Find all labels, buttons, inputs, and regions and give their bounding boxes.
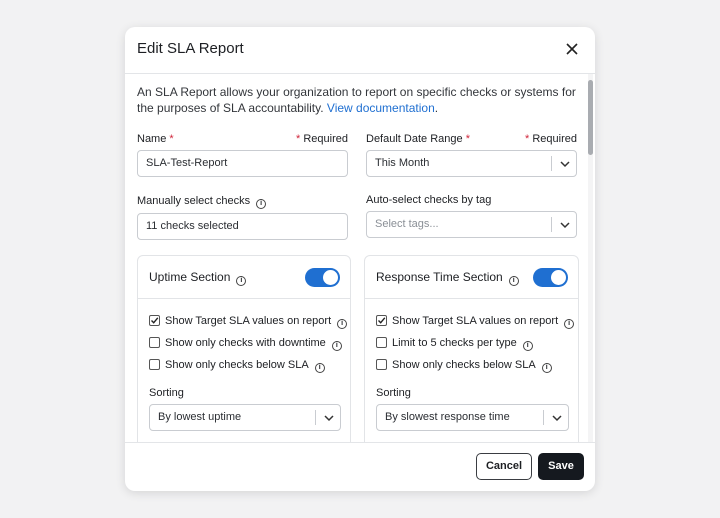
info-icon[interactable]: i: [564, 319, 575, 329]
cancel-button[interactable]: Cancel: [476, 453, 532, 480]
checkbox[interactable]: [376, 315, 387, 326]
option-label: Show only checks below SLA i: [392, 358, 552, 373]
toggle[interactable]: [305, 268, 340, 287]
required-note: * Required: [248, 132, 348, 146]
scrollbar-track: [588, 74, 593, 442]
info-icon[interactable]: i: [314, 363, 325, 373]
label-text: Manually select checks: [137, 195, 251, 207]
toggle-knob: [323, 270, 338, 285]
option-text: Show only checks below SLA: [392, 359, 536, 371]
section-card: Response Time Section i Show Target SLA va…: [364, 255, 579, 442]
info-icon[interactable]: i: [331, 341, 342, 351]
tags-select[interactable]: Select tags...: [366, 211, 577, 238]
option-text: Limit to 5 checks per type: [392, 337, 517, 349]
placeholder: Select tags...: [375, 218, 439, 230]
chevron: [324, 415, 334, 422]
select-divider: [315, 410, 316, 425]
name-input[interactable]: SLA-Test-Report: [137, 150, 348, 177]
header-divider: [125, 73, 595, 74]
dialog-body: An SLA Report allows your organization t…: [125, 74, 595, 442]
section-card: Uptime Section i Show Target SLA values on…: [137, 255, 351, 442]
section-title: Response Time Section i: [376, 269, 519, 286]
date-range-select[interactable]: This Month: [366, 150, 577, 177]
info-icon[interactable]: i: [256, 199, 267, 209]
option-label: Limit to 5 checks per type i: [392, 336, 533, 351]
required-mark: *: [296, 133, 301, 145]
option-text: Show only checks below SLA: [165, 359, 309, 371]
required-mark: *: [465, 133, 470, 145]
required-note: * Required: [477, 132, 577, 146]
close-button[interactable]: [566, 43, 578, 55]
intro-text: An SLA Report allows your organization t…: [137, 85, 576, 115]
field-label: Manually select checks i: [137, 194, 267, 209]
doc-link[interactable]: View documentation: [326, 101, 435, 115]
field-label: Default Date Range *: [366, 132, 470, 146]
dialog-title: Edit SLA Report: [137, 40, 244, 57]
option-label: Show only checks below SLA i: [165, 358, 325, 373]
checkbox[interactable]: [149, 359, 160, 370]
option-label: Show only checks with downtime i: [165, 336, 342, 351]
required-mark: *: [169, 133, 174, 145]
footer-divider: [125, 442, 595, 443]
info-icon[interactable]: i: [508, 276, 519, 286]
checkbox[interactable]: [376, 359, 387, 370]
section-divider: [365, 298, 578, 299]
info-icon[interactable]: i: [236, 276, 247, 286]
option-text: Show only checks with downtime: [165, 337, 326, 349]
info-icon[interactable]: i: [541, 363, 552, 373]
label-text: Default Date Range: [366, 133, 463, 145]
section-divider: [138, 298, 350, 299]
sorting-label: Sorting: [376, 387, 411, 399]
chevron: [560, 161, 570, 168]
chevron: [560, 222, 570, 229]
select-value: By lowest uptime: [158, 411, 242, 423]
required-mark: *: [525, 133, 530, 145]
sorting-select[interactable]: By slowest response time: [376, 404, 569, 431]
checkmark: [378, 317, 386, 324]
toggle[interactable]: [533, 268, 568, 287]
option-text: Show Target SLA values on report: [165, 315, 332, 327]
intro-end: .: [434, 101, 439, 115]
checkbox[interactable]: [376, 337, 387, 348]
sorting-label: Sorting: [149, 387, 184, 399]
scrollbar-thumb[interactable]: [588, 80, 593, 155]
toggle-knob: [551, 270, 566, 285]
intro: An SLA Report allows your organization t…: [137, 84, 585, 116]
checkbox[interactable]: [149, 315, 160, 326]
info-icon[interactable]: i: [337, 319, 348, 329]
option-label: Show Target SLA values on report i: [165, 314, 348, 329]
info-icon[interactable]: i: [522, 341, 533, 351]
select-value: This Month: [375, 157, 430, 169]
field-label: Name *: [137, 132, 174, 146]
checkmark: [151, 317, 159, 324]
required-text: Required: [303, 133, 348, 145]
select-value: By slowest response time: [385, 411, 510, 423]
sorting-select[interactable]: By lowest uptime: [149, 404, 341, 431]
select-divider: [551, 217, 552, 232]
option-label: Show Target SLA values on report i: [392, 314, 575, 329]
checkbox[interactable]: [149, 337, 160, 348]
select-divider: [551, 156, 552, 171]
label-text: Name: [137, 133, 167, 145]
select-divider: [543, 410, 544, 425]
chevron: [552, 415, 562, 422]
field-label: Auto-select checks by tag: [366, 194, 492, 206]
section-title-text: Uptime Section: [149, 270, 231, 284]
option-text: Show Target SLA values on report: [392, 315, 559, 327]
dialog: Edit SLA Report An SLA Report allows you…: [125, 27, 595, 491]
save-button[interactable]: Save: [538, 453, 584, 480]
section-title-text: Response Time Section: [376, 270, 503, 284]
section-title: Uptime Section i: [149, 269, 247, 286]
required-text: Required: [532, 133, 577, 145]
checks-input[interactable]: 11 checks selected: [137, 213, 348, 240]
